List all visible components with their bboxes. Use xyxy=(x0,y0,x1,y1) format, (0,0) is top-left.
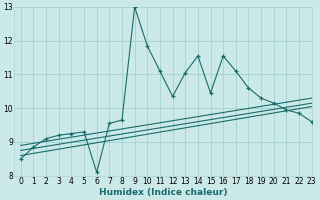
X-axis label: Humidex (Indice chaleur): Humidex (Indice chaleur) xyxy=(99,188,227,197)
